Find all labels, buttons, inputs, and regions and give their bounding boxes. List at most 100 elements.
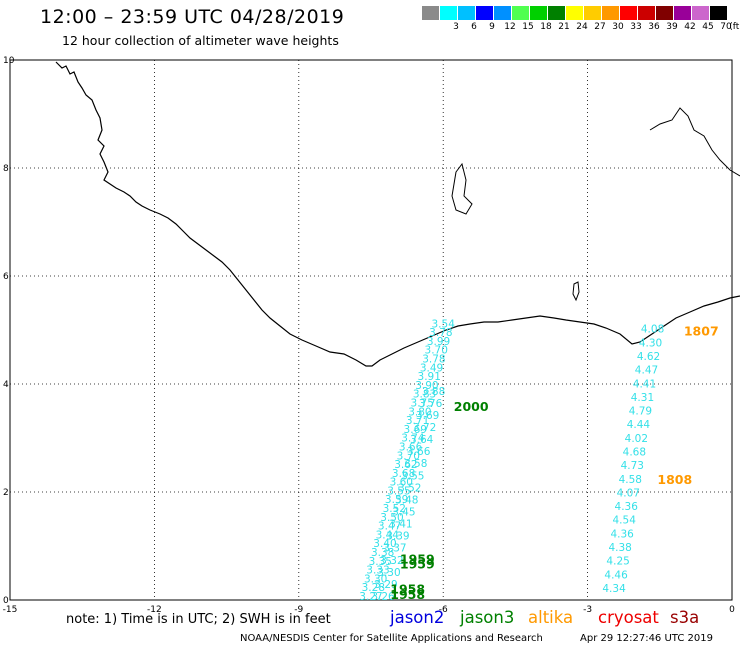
swh-value: 4.73 [621, 460, 644, 472]
swh-value: 3.58 [404, 458, 427, 470]
legend-label: 33 [630, 22, 642, 32]
legend-label: 9 [489, 22, 495, 32]
swh-value: 3.32 [380, 555, 403, 567]
swh-value: 4.36 [615, 501, 639, 513]
swh-value: 3.28 [362, 582, 385, 594]
lon-tick-label: -12 [147, 605, 162, 615]
swh-value: 3.55 [387, 485, 410, 497]
swh-value: 3.88 [422, 386, 445, 398]
legend-swatch [710, 6, 728, 20]
africa-coastline [55, 61, 740, 367]
ne-coastline [649, 107, 740, 177]
swh-value: 3.59 [385, 494, 408, 506]
legend-swatch [638, 6, 656, 20]
swh-value: 4.07 [617, 487, 640, 499]
swh-value: 3.48 [395, 494, 418, 506]
lon-tick-label: -6 [439, 605, 448, 615]
swh-value: 3.64 [410, 434, 434, 446]
legend-swatch [548, 6, 566, 20]
swh-value: 3.69 [404, 424, 427, 436]
lat-tick-label: 6 [3, 272, 9, 282]
legend-label: 30 [612, 22, 624, 32]
legend-swatch [440, 6, 458, 20]
swh-value: 4.31 [631, 392, 654, 404]
legend-swatch [656, 6, 674, 20]
pass-time-label: 1807 [684, 323, 719, 338]
legend-label: 45 [702, 22, 714, 32]
legend-swatch [476, 6, 494, 20]
swh-value: 3.72 [413, 422, 436, 434]
swh-value: 3.39 [386, 531, 409, 543]
lat-tick-label: 8 [3, 164, 9, 174]
pass-time-label: 1808 [657, 472, 692, 487]
satellite-jason3: jason3 [460, 608, 515, 627]
satellite-s3a: s3a [670, 608, 700, 627]
satellite-altika: altika [528, 608, 574, 627]
swh-value: 4.25 [606, 556, 629, 568]
swh-value: 4.54 [613, 515, 637, 527]
swh-value: 3.74 [401, 433, 425, 445]
swh-value: 4.02 [625, 433, 648, 445]
swh-value: 4.36 [610, 528, 634, 540]
swh-value: 3.40 [373, 538, 396, 550]
map-title: 12:00 – 23:59 UTC 04/28/2019 [40, 6, 345, 28]
swh-value: 3.80 [408, 406, 431, 418]
legend-label: 3 [453, 22, 459, 32]
legend-label: 15 [522, 22, 534, 32]
swh-value: 4.79 [629, 406, 652, 418]
legend-swatch [692, 6, 710, 20]
swh-value: 4.68 [623, 446, 646, 458]
swh-value: 4.46 [604, 569, 628, 581]
legend-swatch [602, 6, 620, 20]
swh-value: 4.08 [641, 324, 664, 336]
swh-value: 3.69 [416, 410, 439, 422]
swh-value: 3.76 [419, 398, 443, 410]
pass-time-label: 1959 [400, 557, 435, 572]
note-text: note: 1) Time is in UTC; 2) SWH is in fe… [66, 612, 331, 627]
swh-value: 3.78 [429, 327, 452, 339]
swh-value: 4.58 [619, 474, 642, 486]
swh-value: 4.44 [627, 419, 651, 431]
swh-value: 3.68 [392, 468, 415, 480]
swh-value: 3.52 [383, 503, 406, 515]
swh-value: 3.71 [406, 415, 429, 427]
swh-value: 3.78 [422, 353, 445, 365]
coastline [55, 61, 740, 367]
legend-swatch [512, 6, 530, 20]
swh-value: 3.38 [371, 547, 394, 559]
swh-value: 3.47 [378, 521, 401, 533]
legend-label: 42 [684, 22, 696, 32]
swh-value: 3.27 [359, 591, 382, 603]
lat-tick-label: 10 [3, 56, 15, 66]
lon-tick-label: -9 [294, 605, 303, 615]
lat-tick-label: 0 [3, 596, 9, 606]
swh-value: 3.41 [389, 519, 412, 531]
swh-value: 3.66 [407, 446, 431, 458]
pass-time-label: 1958 [390, 582, 425, 597]
legend-label: 18 [540, 22, 552, 32]
swh-value: 3.90 [415, 380, 438, 392]
swh-value: 3.54 [432, 318, 456, 330]
lon-tick-label: -15 [3, 605, 18, 615]
swh-value: 3.52 [398, 482, 421, 494]
legend-label: 70 [720, 22, 732, 32]
swh-value: 3.30 [377, 567, 400, 579]
lon-tick-label: 0 [729, 605, 735, 615]
lake-volta [572, 281, 580, 302]
legend-label: 21 [558, 22, 570, 32]
legend-swatch [422, 6, 440, 20]
lat-lon-grid [9, 59, 733, 601]
altimeter-tracks: 4.084.30 4.62 4.474.41 4.31 4.794.44 4.024.68… [359, 318, 664, 603]
legend-label: 36 [648, 22, 660, 32]
color-legend [422, 6, 728, 20]
swh-value: 3.75 [411, 397, 434, 409]
swh-value: 3.49 [420, 362, 443, 374]
swh-value: 3.60 [390, 477, 413, 489]
swh-value: 3.50 [380, 512, 403, 524]
swh-value: 3.62 [394, 459, 417, 471]
legend-swatch [584, 6, 602, 20]
swh-value: 4.47 [635, 365, 658, 377]
